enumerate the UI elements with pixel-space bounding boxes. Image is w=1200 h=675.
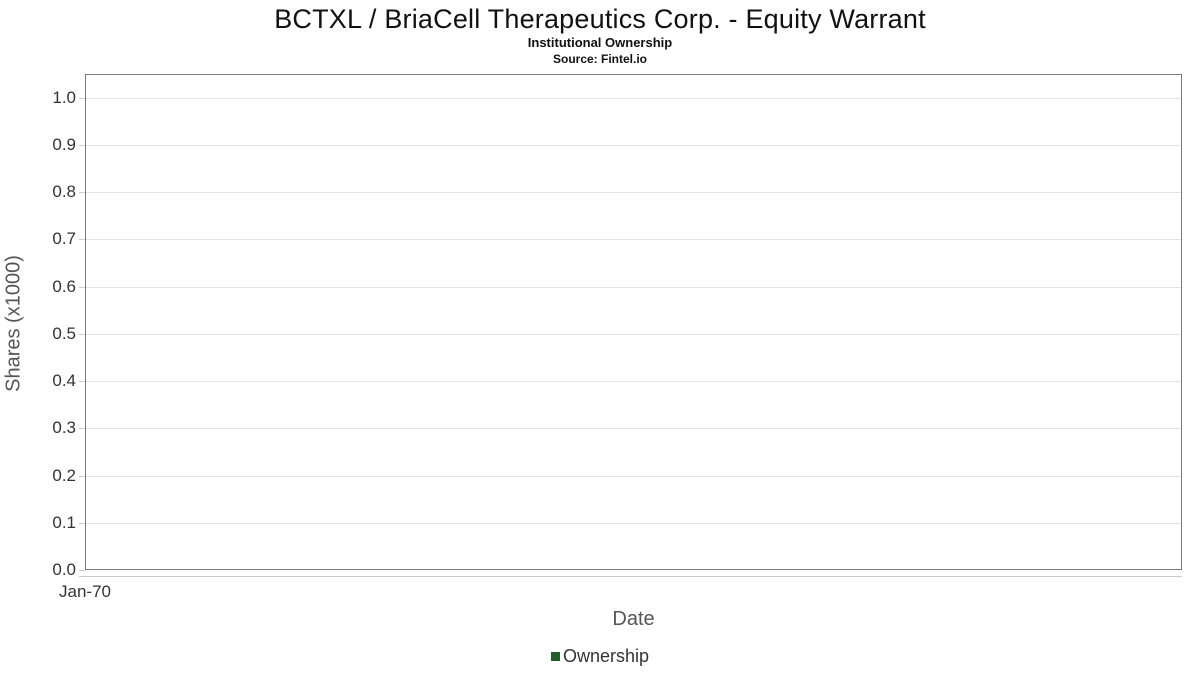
y-tick-label: 0.6 bbox=[52, 277, 76, 296]
x-tick-label: Jan-70 bbox=[59, 582, 111, 601]
gridline bbox=[86, 192, 1181, 193]
gridline bbox=[86, 381, 1181, 382]
y-tick-mark bbox=[79, 98, 85, 99]
y-tick-mark bbox=[79, 145, 85, 146]
y-tick-mark bbox=[79, 428, 85, 429]
chart-title: BCTXL / BriaCell Therapeutics Corp. - Eq… bbox=[274, 4, 926, 34]
gridline bbox=[86, 523, 1181, 524]
x-axis-title: Date bbox=[612, 608, 655, 630]
legend-item-ownership[interactable]: Ownership bbox=[550, 646, 650, 667]
gridline bbox=[86, 98, 1181, 99]
y-tick-mark bbox=[79, 334, 85, 335]
y-tick-mark bbox=[79, 523, 85, 524]
x-axis-line bbox=[79, 576, 1182, 577]
chart-source: Source: Fintel.io bbox=[552, 52, 647, 66]
y-tick-mark bbox=[79, 287, 85, 288]
y-tick-label: 0.3 bbox=[52, 418, 76, 437]
y-tick-label: 0.4 bbox=[52, 371, 76, 390]
y-tick-mark bbox=[79, 476, 85, 477]
y-tick-label: 0.8 bbox=[52, 182, 76, 201]
y-tick-label: 0.5 bbox=[52, 324, 76, 343]
gridline bbox=[86, 334, 1181, 335]
plot-area bbox=[85, 74, 1182, 570]
y-tick-mark bbox=[79, 239, 85, 240]
gridline bbox=[86, 428, 1181, 429]
gridline bbox=[86, 476, 1181, 477]
y-tick-mark bbox=[79, 570, 85, 571]
legend-marker-icon bbox=[550, 652, 560, 661]
y-tick-label: 0.2 bbox=[52, 466, 76, 485]
y-tick-label: 0.7 bbox=[52, 229, 76, 248]
y-tick-mark bbox=[79, 381, 85, 382]
y-tick-label: 1.0 bbox=[52, 88, 76, 107]
y-tick-label: 0.1 bbox=[52, 513, 76, 532]
legend-label: Ownership bbox=[562, 646, 650, 666]
gridline bbox=[86, 145, 1181, 146]
y-tick-mark bbox=[79, 192, 85, 193]
chart-subtitle: Institutional Ownership bbox=[527, 35, 673, 50]
gridline bbox=[86, 239, 1181, 240]
y-tick-label: 0.0 bbox=[52, 560, 76, 579]
y-tick-label: 0.9 bbox=[52, 135, 76, 154]
legend: Ownership bbox=[0, 646, 1200, 667]
gridline bbox=[86, 287, 1181, 288]
